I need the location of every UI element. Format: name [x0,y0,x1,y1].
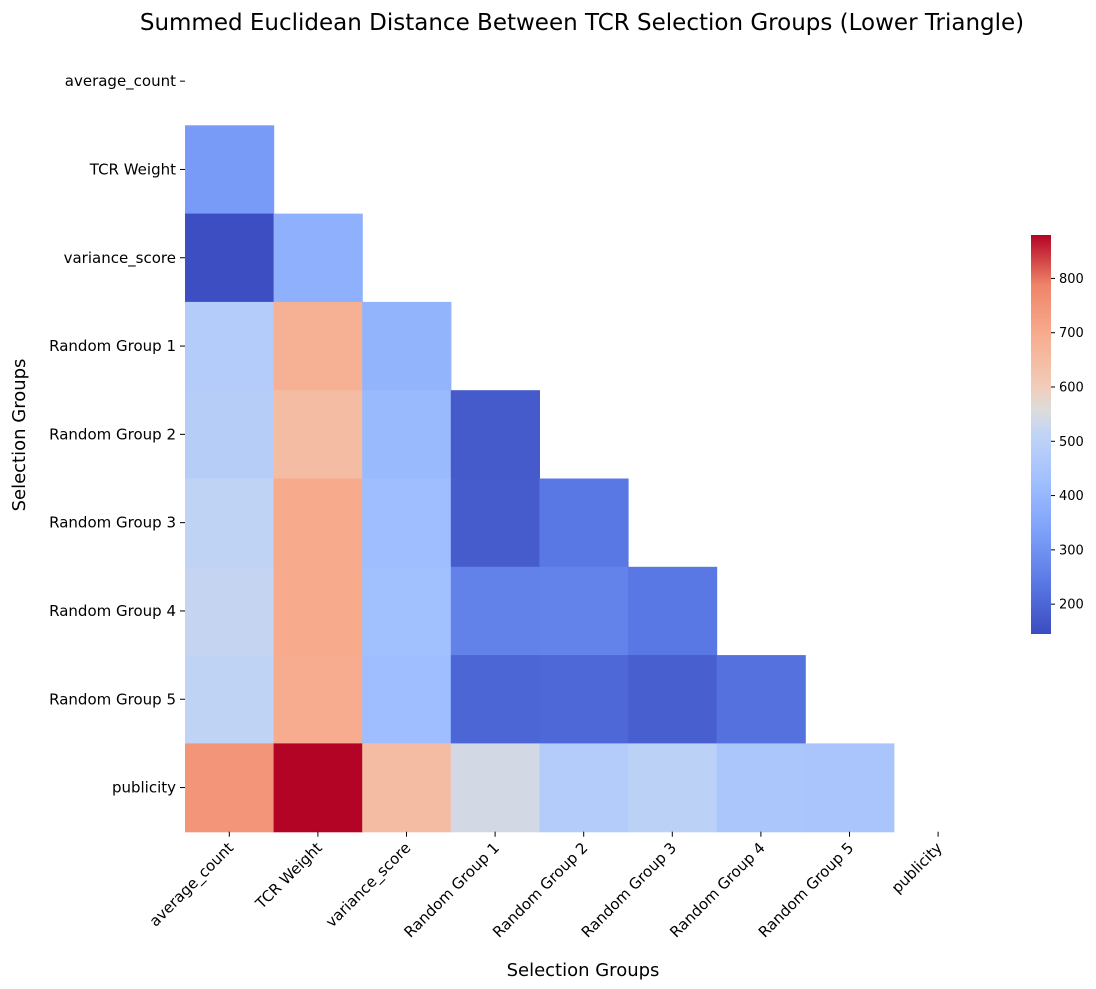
x-tick-label: Random Group 5 [755,839,857,941]
colorbar-tick-label: 400 [1059,489,1084,504]
heatmap-cell [805,743,895,833]
colorbar-tick-label: 600 [1059,381,1084,396]
y-tick-label: average_count [65,72,176,91]
x-axis-label: Selection Groups [507,960,660,981]
heatmap-cell [450,390,540,480]
heatmap-cell [273,301,363,391]
y-tick-label: Random Group 1 [49,337,176,355]
heatmap-cell [539,655,629,744]
x-tick-label: Random Group 2 [489,839,591,941]
colorbar-tick-label: 800 [1059,272,1084,287]
y-tick-label: TCR Weight [89,160,176,178]
y-axis-ticks: average_count TCR Weight variance_score Ran… [49,72,185,797]
heatmap-cell [450,566,540,656]
chart-title: Summed Euclidean Distance Between TCR Se… [140,10,1024,36]
heatmap-cell [362,655,452,744]
heatmap-cell [716,655,806,744]
heatmap-cell [362,566,452,656]
heatmap-cell [185,566,275,656]
x-tick-label: variance_score [322,839,415,932]
heatmap-cell [716,743,806,833]
x-tick-label: TCR Weight [251,839,325,913]
heatmap-cell [450,478,540,568]
heatmap-cell [628,743,718,833]
heatmap-cell [185,390,275,480]
heatmap-cell [362,478,452,568]
heatmap-cell [539,566,629,656]
colorbar-tick-label: 500 [1059,435,1084,450]
y-tick-label: Random Group 2 [49,425,176,443]
heatmap-cell [185,125,275,215]
heatmap-cell [450,743,540,833]
colorbar-ticks: 200 300 400 500 600 700 800 [1051,272,1084,613]
heatmap-cell [185,213,275,303]
colorbar-gradient [1031,235,1051,634]
y-tick-label: Random Group 5 [49,690,176,708]
colorbar-tick-label: 300 [1059,543,1084,558]
heatmap-cell [273,478,363,568]
x-tick-label: Random Group 4 [666,839,768,941]
x-tick-label: Random Group 3 [578,839,680,941]
x-tick-label: Random Group 1 [400,839,502,941]
heatmap-cell [273,566,363,656]
heatmap-cell [628,566,718,656]
y-tick-label: publicity [112,779,176,797]
heatmap-cells [185,125,895,833]
heatmap-cell [273,743,363,833]
heatmap-cell [628,655,718,744]
heatmap-cell [185,743,275,833]
heatmap-cell [362,301,452,391]
heatmap-cell [185,655,275,744]
heatmap-cell [539,478,629,568]
heatmap-cell [185,478,275,568]
colorbar-tick-label: 700 [1059,326,1084,341]
y-axis-label: Selection Groups [9,359,30,512]
y-tick-label: Random Group 3 [49,514,176,532]
x-tick-label: publicity [888,839,946,897]
y-tick-label: Random Group 4 [49,602,176,620]
heatmap-cell [273,655,363,744]
y-tick-label: variance_score [64,249,176,268]
heatmap-cell [362,743,452,833]
heatmap-cell [185,301,275,391]
heatmap-cell [362,390,452,480]
heatmap-cell [273,390,363,480]
heatmap-cell [273,213,363,303]
heatmap-cell [450,655,540,744]
x-tick-label: average_count [146,839,238,931]
heatmap-cell [539,743,629,833]
colorbar: 200 300 400 500 600 700 800 [1031,235,1084,634]
colorbar-tick-label: 200 [1059,598,1084,613]
x-axis-ticks: average_count TCR Weightvariance_scoreRan… [146,831,946,941]
